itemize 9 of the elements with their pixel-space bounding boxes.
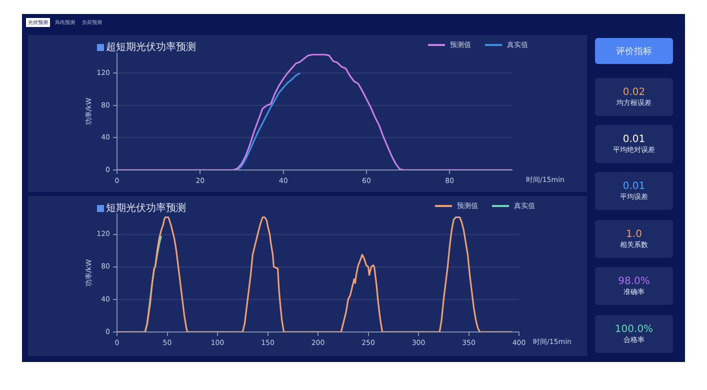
text: 评价指标 bbox=[595, 38, 673, 64]
text: 1.0 bbox=[626, 228, 642, 240]
text: 98.0% bbox=[618, 276, 650, 286]
text: 0.02 bbox=[622, 86, 646, 98]
chart-title: 短期光伏功率预测 bbox=[106, 202, 186, 215]
text: 0.01 bbox=[622, 134, 646, 144]
chart-title: 超短期光伏功率预测 bbox=[106, 40, 196, 54]
text: 0.01 bbox=[622, 180, 646, 192]
text: 100.0% bbox=[614, 324, 654, 334]
